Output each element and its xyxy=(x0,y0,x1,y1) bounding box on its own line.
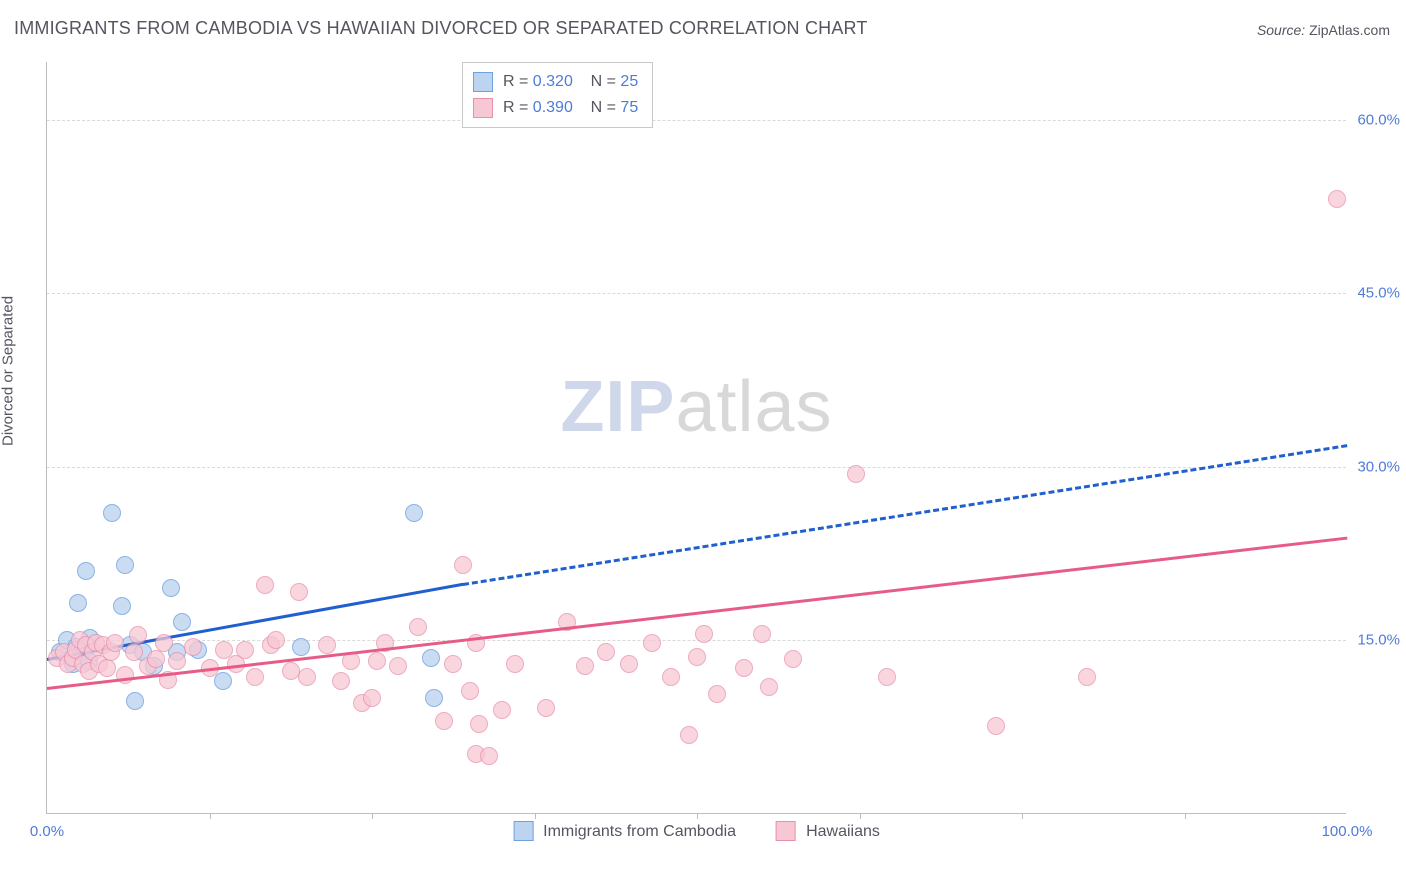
scatter-plot: ZIPatlas 15.0%30.0%45.0%60.0%0.0%100.0%R… xyxy=(46,62,1346,814)
data-point-hawaiians xyxy=(987,717,1005,735)
data-point-hawaiians xyxy=(184,638,202,656)
data-point-hawaiians xyxy=(129,626,147,644)
gridline xyxy=(47,467,1346,468)
data-point-hawaiians xyxy=(760,678,778,696)
data-point-hawaiians xyxy=(695,625,713,643)
data-point-hawaiians xyxy=(155,634,173,652)
x-tick-label: 0.0% xyxy=(30,823,64,840)
data-point-hawaiians xyxy=(267,631,285,649)
data-point-hawaiians xyxy=(363,689,381,707)
data-point-hawaiians xyxy=(878,668,896,686)
x-tick xyxy=(1185,813,1186,819)
data-point-hawaiians xyxy=(680,726,698,744)
data-point-cambodia xyxy=(173,613,191,631)
data-point-hawaiians xyxy=(688,648,706,666)
data-point-hawaiians xyxy=(256,576,274,594)
legend-swatch-hawaiians xyxy=(473,98,493,118)
data-point-hawaiians xyxy=(847,465,865,483)
data-point-hawaiians xyxy=(597,643,615,661)
data-point-hawaiians xyxy=(444,655,462,673)
data-point-hawaiians xyxy=(493,701,511,719)
data-point-cambodia xyxy=(103,504,121,522)
y-tick-label: 60.0% xyxy=(1357,111,1400,128)
data-point-hawaiians xyxy=(643,634,661,652)
data-point-cambodia xyxy=(422,649,440,667)
data-point-hawaiians xyxy=(620,655,638,673)
data-point-hawaiians xyxy=(106,634,124,652)
data-point-hawaiians xyxy=(454,556,472,574)
chart-title: IMMIGRANTS FROM CAMBODIA VS HAWAIIAN DIV… xyxy=(14,18,868,39)
legend-swatch-cambodia xyxy=(513,821,533,841)
x-tick xyxy=(697,813,698,819)
x-tick xyxy=(535,813,536,819)
data-point-cambodia xyxy=(116,556,134,574)
y-tick-label: 45.0% xyxy=(1357,285,1400,302)
data-point-cambodia xyxy=(113,597,131,615)
source-label: Source: xyxy=(1257,22,1305,38)
data-point-hawaiians xyxy=(753,625,771,643)
data-point-hawaiians xyxy=(98,659,116,677)
x-tick xyxy=(210,813,211,819)
data-point-hawaiians xyxy=(506,655,524,673)
data-point-hawaiians xyxy=(298,668,316,686)
data-point-cambodia xyxy=(425,689,443,707)
gridline xyxy=(47,120,1346,121)
data-point-hawaiians xyxy=(735,659,753,677)
data-point-hawaiians xyxy=(290,583,308,601)
data-point-hawaiians xyxy=(708,685,726,703)
data-point-hawaiians xyxy=(470,715,488,733)
legend-label-cambodia: Immigrants from Cambodia xyxy=(543,823,736,840)
data-point-cambodia xyxy=(77,562,95,580)
data-point-cambodia xyxy=(126,692,144,710)
gridline xyxy=(47,293,1346,294)
data-point-hawaiians xyxy=(236,641,254,659)
data-point-hawaiians xyxy=(147,650,165,668)
data-point-hawaiians xyxy=(246,668,264,686)
data-point-hawaiians xyxy=(389,657,407,675)
source-value: ZipAtlas.com xyxy=(1309,22,1390,38)
legend-stats-row-cambodia: R = 0.320 N = 25 xyxy=(473,69,638,95)
data-point-cambodia xyxy=(405,504,423,522)
data-point-cambodia xyxy=(214,672,232,690)
data-point-hawaiians xyxy=(537,699,555,717)
data-point-hawaiians xyxy=(368,652,386,670)
data-point-hawaiians xyxy=(461,682,479,700)
data-point-hawaiians xyxy=(409,618,427,636)
watermark: ZIPatlas xyxy=(560,366,832,448)
x-tick xyxy=(1022,813,1023,819)
legend-label-hawaiians: Hawaiians xyxy=(806,823,880,840)
trend-line xyxy=(463,444,1347,586)
data-point-hawaiians xyxy=(168,652,186,670)
data-point-cambodia xyxy=(69,594,87,612)
y-tick-label: 30.0% xyxy=(1357,458,1400,475)
data-point-cambodia xyxy=(292,638,310,656)
data-point-hawaiians xyxy=(1328,190,1346,208)
data-point-hawaiians xyxy=(662,668,680,686)
data-point-hawaiians xyxy=(435,712,453,730)
legend-series: Immigrants from Cambodia Hawaiians xyxy=(513,821,880,843)
legend-stats: R = 0.320 N = 25R = 0.390 N = 75 xyxy=(462,62,653,128)
data-point-hawaiians xyxy=(318,636,336,654)
data-point-hawaiians xyxy=(1078,668,1096,686)
y-axis-label: Divorced or Separated xyxy=(0,296,17,446)
legend-stats-row-hawaiians: R = 0.390 N = 75 xyxy=(473,95,638,121)
data-point-hawaiians xyxy=(784,650,802,668)
data-point-hawaiians xyxy=(480,747,498,765)
y-tick-label: 15.0% xyxy=(1357,632,1400,649)
data-point-hawaiians xyxy=(125,643,143,661)
x-tick xyxy=(372,813,373,819)
source-attribution: Source: ZipAtlas.com xyxy=(1257,22,1390,38)
data-point-cambodia xyxy=(162,579,180,597)
x-tick-label: 100.0% xyxy=(1322,823,1373,840)
data-point-hawaiians xyxy=(576,657,594,675)
legend-swatch-cambodia xyxy=(473,72,493,92)
x-tick xyxy=(860,813,861,819)
trend-line xyxy=(47,536,1347,689)
legend-swatch-hawaiians xyxy=(776,821,796,841)
data-point-hawaiians xyxy=(332,672,350,690)
